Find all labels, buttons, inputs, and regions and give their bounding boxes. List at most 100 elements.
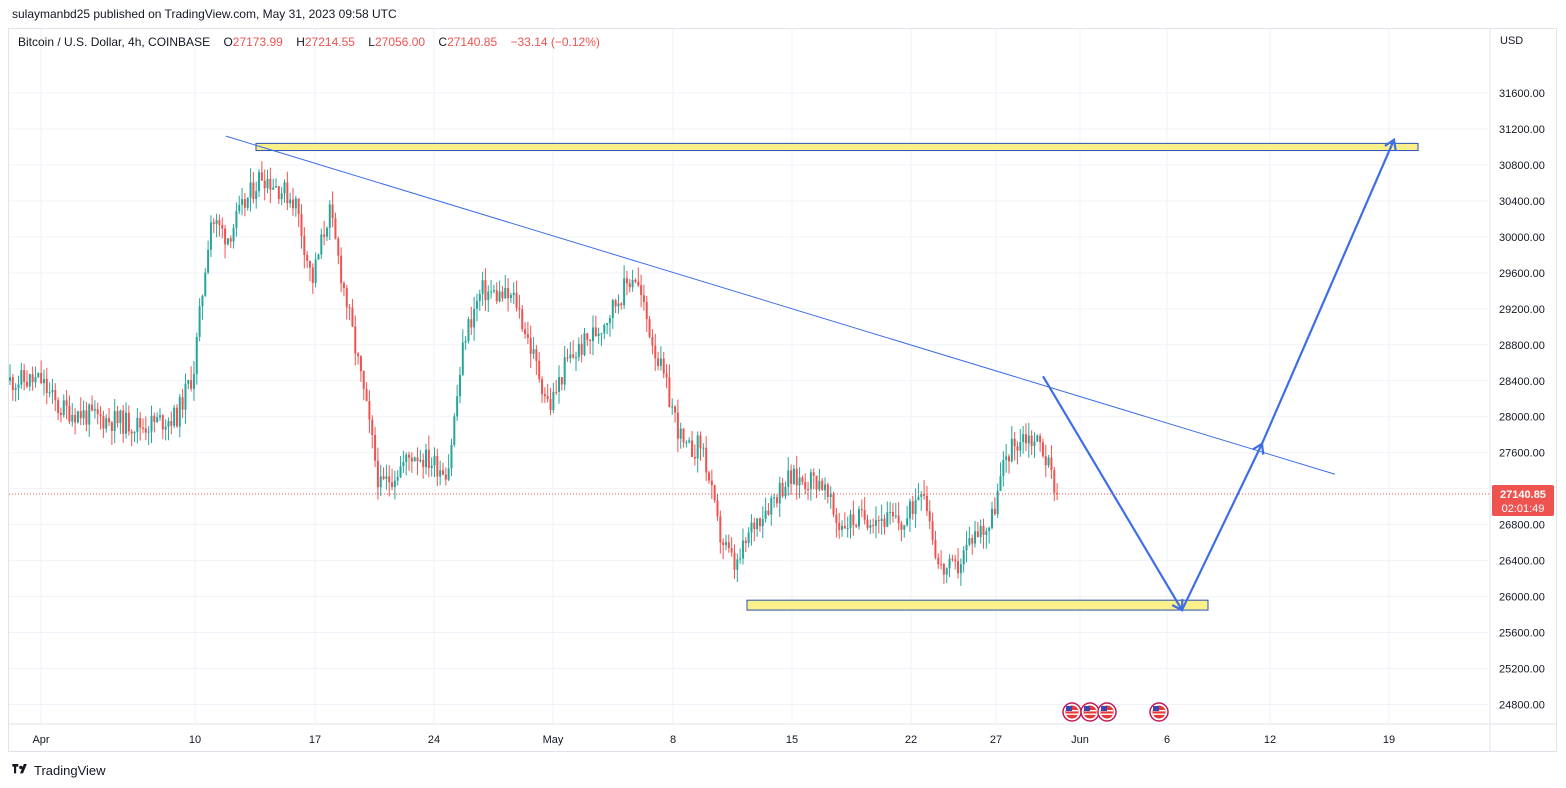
candle-body	[91, 404, 94, 411]
candle-body	[238, 204, 241, 212]
candle-body	[504, 288, 507, 299]
candle-body	[558, 377, 561, 392]
time-tick-label: 15	[786, 734, 798, 746]
candle-body	[17, 384, 20, 388]
candle-body	[76, 411, 79, 423]
candle-body	[444, 474, 447, 480]
candle-body	[968, 538, 971, 545]
candle-body	[354, 326, 357, 354]
us-flag-icon[interactable]	[1149, 702, 1169, 722]
price-axis: 31600.00 31200.00 30800.00 30400.00 30000.00…	[1492, 88, 1554, 712]
candle-body	[204, 272, 207, 296]
candle-body	[863, 510, 866, 520]
candle-body	[608, 318, 611, 324]
candle-body	[133, 432, 136, 434]
candle-body	[784, 486, 787, 497]
candle-body	[328, 204, 331, 228]
candle-body	[509, 295, 512, 299]
candle-body	[422, 459, 425, 468]
candle-body	[277, 186, 280, 200]
candle-body	[48, 392, 51, 394]
candle-body	[719, 516, 722, 543]
candle-body	[102, 416, 105, 429]
candle-body	[790, 470, 793, 484]
candle-body	[552, 391, 555, 411]
time-tick-label: 10	[189, 734, 201, 746]
candle-body	[722, 542, 725, 545]
candle-body	[761, 518, 764, 527]
candle-body	[345, 288, 348, 308]
price-tick-label: 26800.00	[1499, 520, 1545, 532]
flag-stripe	[1153, 713, 1165, 715]
resistance-zone	[255, 142, 1419, 152]
candle-body	[294, 198, 297, 209]
candle-body	[252, 182, 255, 200]
candle-body	[467, 319, 470, 341]
low-label: L	[368, 35, 375, 49]
candle-body	[954, 559, 957, 562]
candle-body	[226, 238, 229, 245]
candle-body	[744, 540, 747, 544]
candle-body	[917, 496, 920, 501]
close-value: 27140.85	[447, 35, 498, 49]
candle-body	[942, 564, 945, 575]
candle-body	[676, 412, 679, 439]
candle-body	[190, 380, 193, 389]
us-flag-icon[interactable]	[1097, 702, 1117, 722]
candle-body	[914, 500, 917, 515]
candle-body	[71, 414, 74, 422]
candle-body	[23, 370, 26, 382]
tradingview-logo[interactable]: TradingView	[10, 762, 106, 778]
currency-label[interactable]: USD	[1500, 35, 1524, 47]
candle-body	[623, 278, 626, 306]
candle-body	[410, 457, 413, 462]
candle-body	[920, 494, 923, 497]
candle-body	[931, 521, 934, 541]
time-tick-label: 12	[1264, 734, 1276, 746]
candle-body	[113, 411, 116, 431]
candle-body	[569, 354, 572, 359]
candle-body	[498, 291, 501, 302]
candle-body	[59, 412, 62, 416]
candle-body	[492, 290, 495, 292]
candle-body	[303, 236, 306, 255]
candlestick-series	[9, 161, 1059, 586]
candle-body	[809, 472, 812, 490]
candle-body	[532, 349, 535, 354]
candle-body	[589, 339, 592, 342]
candle-body	[416, 457, 419, 462]
candle-body	[325, 227, 328, 237]
candle-body	[937, 557, 940, 565]
candle-body	[634, 280, 637, 282]
candle-body	[778, 482, 781, 504]
candle-body	[869, 525, 872, 528]
candle-body	[374, 434, 377, 461]
publication-header: sulaymanbd25 published on TradingView.co…	[0, 0, 1566, 28]
candle-body	[996, 490, 999, 515]
flag-canton	[1066, 706, 1072, 711]
candle-body	[487, 291, 490, 301]
candle-body	[591, 327, 594, 342]
candle-body	[357, 353, 360, 357]
price-tick-label: 28000.00	[1499, 412, 1545, 424]
symbol-description[interactable]: Bitcoin / U.S. Dollar, 4h, COINBASE	[18, 35, 211, 49]
candle-body	[560, 377, 563, 385]
candle-body	[25, 381, 28, 387]
chart-grid	[9, 29, 1557, 752]
candle-body	[1033, 441, 1036, 446]
candle-body	[648, 319, 651, 338]
candle-body	[308, 260, 311, 268]
candle-body	[770, 497, 773, 515]
candle-body	[1050, 457, 1053, 470]
candle-body	[934, 540, 937, 558]
us-flag-icon[interactable]	[1080, 702, 1100, 722]
candle-body	[702, 447, 705, 449]
candle-body	[957, 561, 960, 574]
us-flag-icon[interactable]	[1062, 702, 1082, 722]
candle-body	[314, 259, 317, 283]
candle-body	[235, 211, 238, 228]
candle-body	[747, 532, 750, 544]
candle-body	[490, 291, 493, 293]
candle-body	[1039, 435, 1042, 443]
